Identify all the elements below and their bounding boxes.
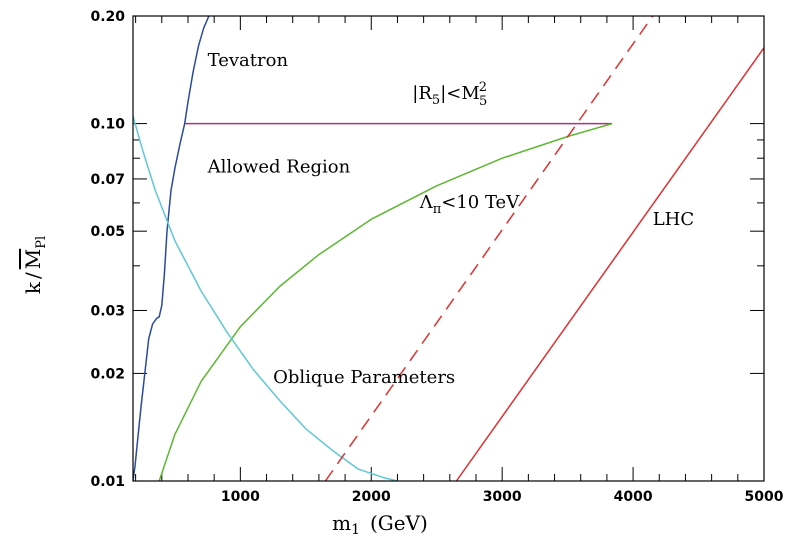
y-tick-label: 0.20 (90, 9, 125, 25)
series-line-dashed_red (324, 16, 654, 481)
x-tick-label: 2000 (352, 489, 391, 505)
m5-sub: 5 (479, 94, 487, 109)
r5-bar-close: |<M (440, 83, 480, 104)
y-axis-title-sub: Pl (34, 236, 49, 249)
y-axis-title-m: M (21, 249, 45, 269)
annotation-tevatron: Tevatron (208, 50, 289, 71)
lambda-symbol: Λ (419, 192, 434, 213)
series-line-lambda_pi (158, 122, 613, 481)
x-tick-labels: 1000 2000 3000 4000 5000 (221, 489, 784, 505)
series-line-tevatron (133, 16, 210, 481)
x-axis-title-sub: 1 (351, 522, 360, 538)
r5-bar-open: |R (412, 83, 432, 104)
y-axis-title: k / MPl (21, 236, 49, 294)
x-axis-title-main: m (332, 511, 351, 535)
r5-sub: 5 (432, 93, 440, 108)
lambda-pi-label: Λπ<10 TeV (419, 192, 521, 217)
y-tick-label: 0.07 (90, 172, 125, 188)
annotation-allowed: Allowed Region (207, 156, 351, 177)
plot-frame (132, 15, 765, 482)
x-tick-label: 1000 (221, 489, 260, 505)
annotation-oblique: Oblique Parameters (273, 367, 455, 388)
y-tick-label: 0.03 (90, 303, 125, 319)
y-tick-labels: 0.01 0.02 0.03 0.05 0.07 0.10 0.20 (90, 9, 125, 490)
lambda-rest: <10 TeV (441, 192, 520, 213)
r5-bound-label: |R5|<M2 5 (412, 80, 487, 109)
lambda-sub: π (433, 202, 442, 217)
annotations: Tevatron Allowed Region LHC Oblique Paramet… (207, 50, 695, 388)
annotation-lhc: LHC (653, 209, 694, 230)
x-tick-label: 4000 (614, 489, 653, 505)
y-tick-label: 0.05 (90, 224, 125, 240)
m5-sup: 2 (479, 80, 487, 95)
y-tick-label: 0.01 (90, 474, 125, 490)
x-tick-label: 3000 (483, 489, 522, 505)
x-axis-title: m1 (GeV) (332, 511, 428, 538)
series-layer (133, 16, 764, 481)
y-tick-label: 0.10 (90, 117, 125, 133)
x-axis-title-unit: (GeV) (370, 511, 428, 535)
y-axis-title-slash: / (21, 272, 45, 279)
series-line-lhc (455, 47, 764, 481)
y-axis-title-k: k (21, 281, 45, 294)
x-tick-label: 5000 (745, 489, 784, 505)
y-tick-label: 0.02 (90, 366, 125, 382)
series-line-oblique (133, 115, 398, 481)
